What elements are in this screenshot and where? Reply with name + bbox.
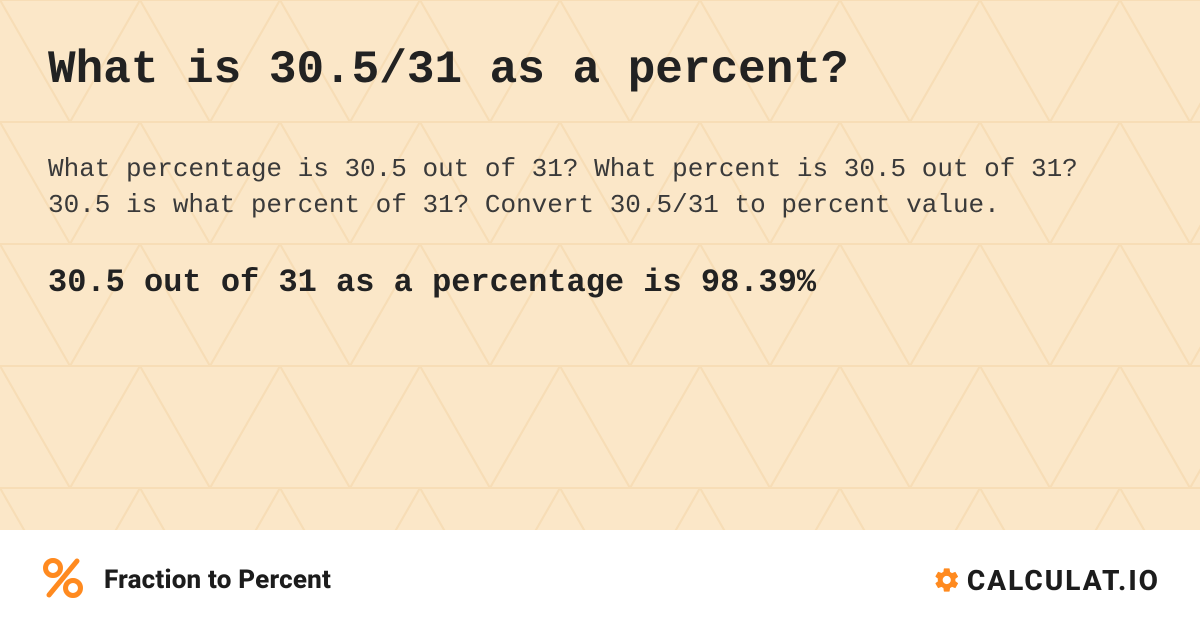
footer-right-text: CALCULAT.IO [967,564,1160,597]
percent-icon [40,555,86,605]
result-text: 30.5 out of 31 as a percentage is 98.39% [48,264,1152,301]
description-text: What percentage is 30.5 out of 31? What … [48,152,1098,224]
footer-left-label: Fraction to Percent [104,565,331,595]
gear-icon [933,566,961,594]
footer-right: CALCULAT.IO [933,564,1160,597]
footer-bar: Fraction to Percent CALCULAT.IO [0,530,1200,630]
footer-left: Fraction to Percent [40,555,331,605]
page-title: What is 30.5/31 as a percent? [48,44,1152,96]
